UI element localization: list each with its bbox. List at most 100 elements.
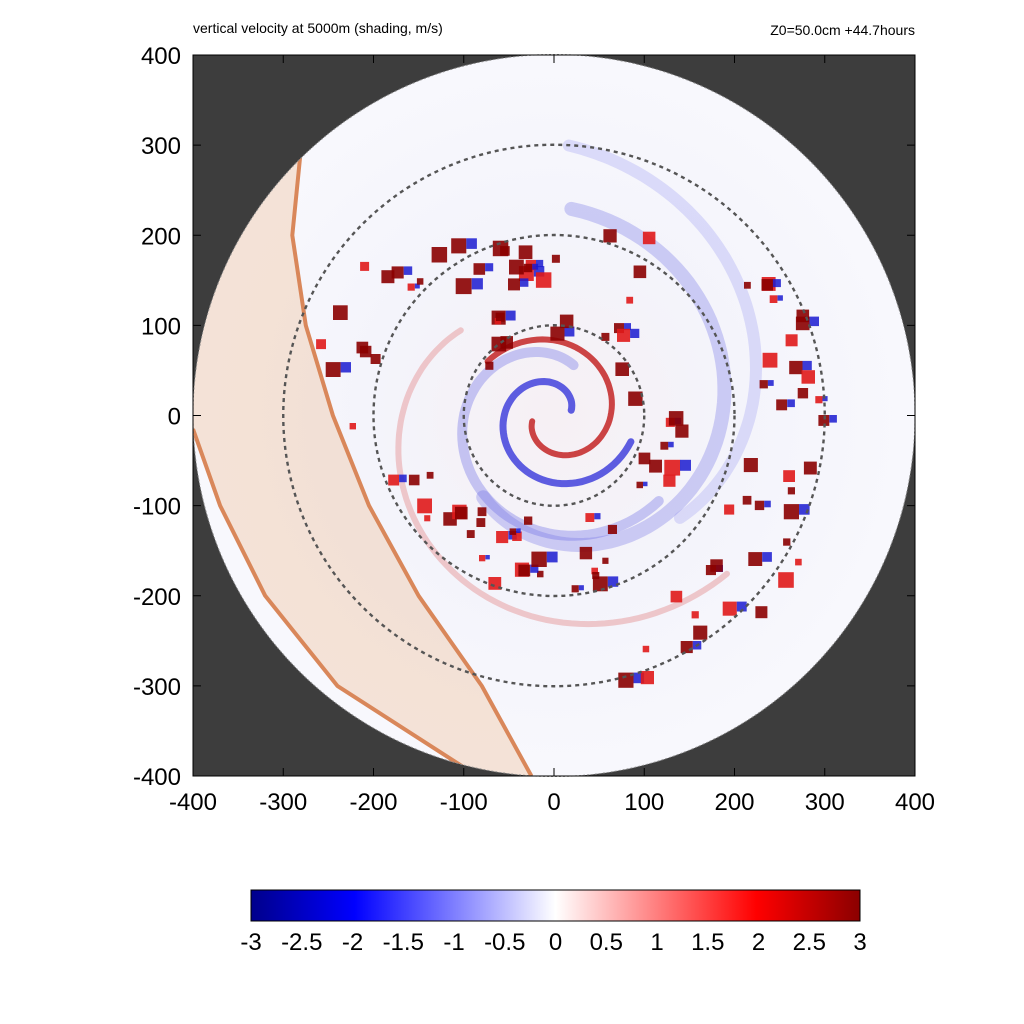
x-tick-label: -100 <box>440 789 488 816</box>
downdraft-cell <box>764 500 771 508</box>
convective-cell <box>675 424 689 438</box>
convective-cell <box>424 515 431 522</box>
convective-cell <box>518 564 531 577</box>
colorbar-tick-label: -1.5 <box>383 929 424 956</box>
convective-cell <box>388 474 400 486</box>
convective-cell <box>636 481 643 489</box>
colorbar-tick-label: -3 <box>240 929 261 956</box>
colorbar <box>250 889 861 922</box>
downdraft-cell <box>772 279 781 288</box>
convective-cell <box>602 557 609 564</box>
convective-cell <box>815 396 823 404</box>
downdraft-cell <box>532 263 539 270</box>
convective-cell <box>455 506 468 520</box>
downdraft-cell <box>520 278 529 287</box>
convective-cell <box>451 238 467 254</box>
colorbar-tick-label: 1.5 <box>691 929 724 956</box>
convective-cell <box>680 641 693 654</box>
y-tick-label: 400 <box>141 43 181 70</box>
downdraft-cell <box>403 266 413 275</box>
colorbar-tick-label: 0.5 <box>590 929 623 956</box>
convective-cell <box>640 671 654 685</box>
convective-cell <box>642 645 650 653</box>
convective-cell <box>691 611 699 619</box>
convective-cell <box>787 487 795 495</box>
convective-cell <box>585 513 595 522</box>
convective-cell <box>795 558 802 566</box>
downdraft-cell <box>505 310 516 321</box>
convective-cell <box>316 339 326 350</box>
convective-cell <box>407 283 415 291</box>
convective-cell <box>801 370 815 384</box>
convective-cell <box>494 317 502 325</box>
downdraft-cell <box>802 360 812 371</box>
y-tick-label: 100 <box>141 313 181 340</box>
downdraft-cell <box>546 551 558 563</box>
convective-cell <box>668 411 684 426</box>
radius-circle-100 <box>462 324 646 507</box>
downdraft-cell <box>624 323 631 331</box>
convective-cell <box>431 247 448 263</box>
y-tick-label: 300 <box>141 133 181 160</box>
downdraft-cell <box>530 564 539 573</box>
radius-circle-200 <box>372 233 736 598</box>
convective-cell <box>615 362 629 376</box>
downdraft-cell <box>767 380 774 386</box>
convective-cell <box>356 341 369 354</box>
convective-cell <box>724 504 735 515</box>
downdraft-cell <box>607 576 619 587</box>
chart-title: vertical velocity at 5000m (shading, m/s… <box>193 20 443 36</box>
convective-cell <box>473 263 486 275</box>
convective-cell <box>479 555 486 562</box>
convective-cell <box>488 577 502 590</box>
convective-cell <box>537 570 544 578</box>
convective-cell <box>785 334 798 347</box>
downdraft-cell <box>787 399 795 408</box>
convective-cell <box>626 296 634 304</box>
convective-cell <box>754 500 765 511</box>
convective-cell <box>509 528 517 535</box>
convective-cell <box>744 281 751 289</box>
convective-cell <box>663 474 676 487</box>
y-tick-label: -400 <box>133 764 181 791</box>
downdraft-cell <box>536 259 544 268</box>
convective-cell <box>743 458 758 473</box>
convective-cell <box>571 585 579 593</box>
convective-cell <box>426 471 434 479</box>
convective-cell <box>550 326 565 341</box>
updraft-spiral-blue <box>499 377 635 488</box>
convective-cell <box>638 452 651 465</box>
downdraft-cell <box>829 415 837 423</box>
band-inner-edge <box>193 428 479 777</box>
convective-cell <box>485 361 494 370</box>
outer-band-blue <box>476 201 732 553</box>
downdraft-cell <box>809 316 819 327</box>
convective-cell <box>783 538 791 546</box>
convective-cell <box>633 265 647 279</box>
convective-cell <box>649 459 662 473</box>
convective-cell <box>523 263 533 273</box>
downdraft-cell <box>414 283 420 289</box>
convective-cell <box>512 531 522 541</box>
convective-cell <box>614 323 624 334</box>
radius-circle-300 <box>282 143 826 688</box>
convective-cell <box>664 459 681 476</box>
downdraft-cell <box>340 362 351 373</box>
downdraft-cell <box>680 459 691 471</box>
run-info-label: Z0=50.0cm +44.7hours <box>770 22 915 38</box>
convective-cell <box>789 360 803 375</box>
downdraft-cell <box>399 474 407 483</box>
downdraft-cell <box>466 238 477 249</box>
convective-cell <box>818 415 830 426</box>
domain-disc <box>193 54 915 777</box>
convective-cell <box>496 312 505 321</box>
convective-cell <box>776 399 788 411</box>
band-outer-edge <box>290 144 534 777</box>
colorbar-tick-label: 3 <box>853 929 866 956</box>
convective-cell <box>524 516 533 525</box>
downdraft-cell <box>564 326 575 337</box>
convective-cell <box>710 559 723 572</box>
convective-cell <box>360 261 370 271</box>
downdraft-cell <box>777 295 783 301</box>
